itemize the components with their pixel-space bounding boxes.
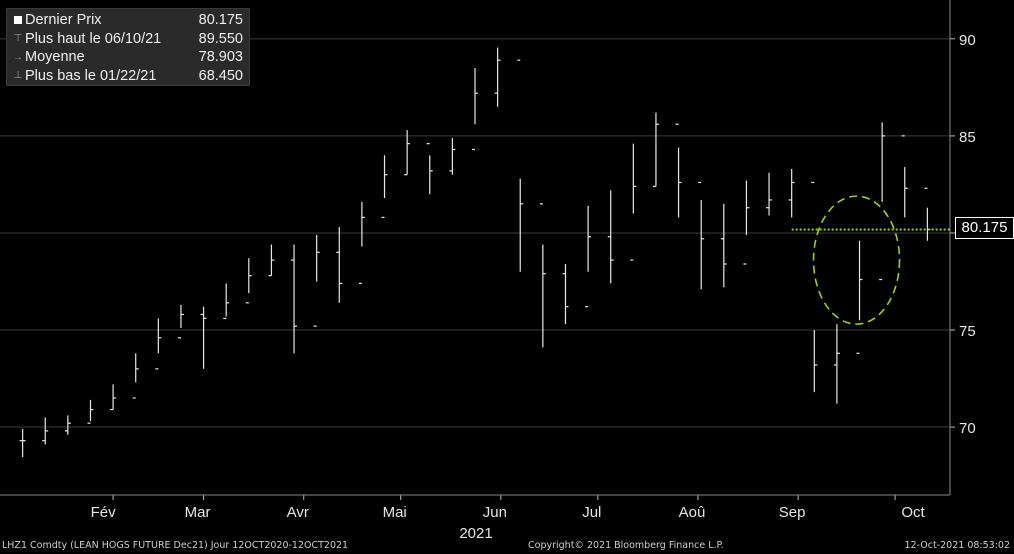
y-tick-label: 90 <box>959 32 976 49</box>
price-bar <box>472 67 478 151</box>
price-bar <box>426 143 433 195</box>
price-bar <box>720 203 727 288</box>
price-bar <box>177 304 184 339</box>
legend-high-row: ⊤ Plus haut le 06/10/21 89.550 <box>11 30 243 49</box>
x-year-label: 2021 <box>459 525 492 542</box>
x-tick-label: Oct <box>901 504 925 521</box>
legend-low-value: 68.450 <box>198 67 243 84</box>
last-square-icon <box>11 16 25 25</box>
last-price-badge: 80.175 <box>955 217 1014 239</box>
price-bar <box>291 244 298 354</box>
price-bar <box>132 353 139 399</box>
price-bar <box>652 112 659 187</box>
legend-last-row: Dernier Prix 80.175 <box>11 11 243 30</box>
price-bar <box>381 155 388 219</box>
price-bar <box>856 240 863 354</box>
price-bar <box>449 137 456 175</box>
price-bar <box>313 234 320 327</box>
price-bar <box>766 172 773 216</box>
legend-low-row: ⊥ Plus bas le 01/22/21 68.450 <box>11 67 243 86</box>
price-bar <box>585 205 592 308</box>
price-bar <box>879 122 886 281</box>
highlight-ellipse <box>812 195 901 325</box>
price-bar <box>494 47 501 107</box>
price-bar <box>788 168 795 218</box>
price-bar <box>901 135 908 218</box>
legend-high-value: 89.550 <box>198 30 243 47</box>
x-tick-label: Avr <box>287 504 309 521</box>
x-tick-label: Sep <box>779 504 806 521</box>
price-bar <box>223 283 230 319</box>
price-bar <box>245 258 252 304</box>
price-bar <box>539 203 546 348</box>
legend-avg-label: Moyenne <box>25 49 85 66</box>
price-legend: Dernier Prix 80.175 ⊤ Plus haut le 06/10… <box>6 8 250 86</box>
price-bar <box>404 130 411 176</box>
price-bar <box>630 143 637 261</box>
annotation-layer <box>791 195 950 325</box>
price-bar <box>562 264 569 325</box>
price-bars <box>19 47 931 458</box>
x-tick-label: Mai <box>383 504 407 521</box>
y-tick-label: 75 <box>959 323 976 340</box>
average-marker-icon: → <box>13 51 23 63</box>
price-bar <box>743 180 750 265</box>
x-axis-labels: Fév Mar Avr Mai Jun Jul Aoû Sep Oct 2021 <box>91 495 926 542</box>
price-bar <box>833 324 840 404</box>
x-tick-label: Mar <box>185 504 211 521</box>
price-bar <box>336 227 343 303</box>
x-tick-label: Jul <box>582 504 601 521</box>
price-bar <box>268 244 275 277</box>
price-bar <box>42 417 49 445</box>
low-marker-icon: ⊥ <box>13 70 23 82</box>
footer-copyright: Copyright© 2021 Bloomberg Finance L.P. <box>528 540 724 551</box>
legend-low-label: Plus bas le 01/22/21 <box>25 67 157 84</box>
y-tick-label: 85 <box>959 129 976 146</box>
price-bar <box>811 181 818 393</box>
legend-high-label: Plus haut le 06/10/21 <box>25 30 162 47</box>
price-bar <box>607 190 614 284</box>
price-bar <box>358 201 365 285</box>
y-tick-label: 70 <box>959 420 976 437</box>
legend-avg-value: 78.903 <box>198 49 243 66</box>
high-marker-icon: ⊤ <box>13 33 23 45</box>
x-tick-label: Aoû <box>679 504 706 521</box>
footer-timestamp: 12-Oct-2021 08:53:02 <box>904 540 1011 551</box>
price-bar <box>110 384 117 411</box>
price-bar <box>517 59 524 272</box>
price-bar <box>675 123 682 218</box>
legend-last-value: 80.175 <box>198 12 243 29</box>
legend-avg-row: → Moyenne 78.903 <box>11 48 243 67</box>
price-bar <box>200 306 207 369</box>
price-bar <box>19 429 26 458</box>
price-bar <box>64 415 71 435</box>
x-tick-label: Fév <box>91 504 117 521</box>
legend-last-label: Dernier Prix <box>25 12 102 29</box>
price-bar <box>155 318 162 370</box>
chart-footer: LHZ1 Comdty (LEAN HOGS FUTURE Dec21) Jou… <box>0 536 1014 554</box>
price-bar <box>698 181 705 290</box>
price-bar <box>87 399 94 424</box>
footer-security: LHZ1 Comdty (LEAN HOGS FUTURE Dec21) Jou… <box>2 540 349 551</box>
x-tick-label: Jun <box>483 504 507 521</box>
